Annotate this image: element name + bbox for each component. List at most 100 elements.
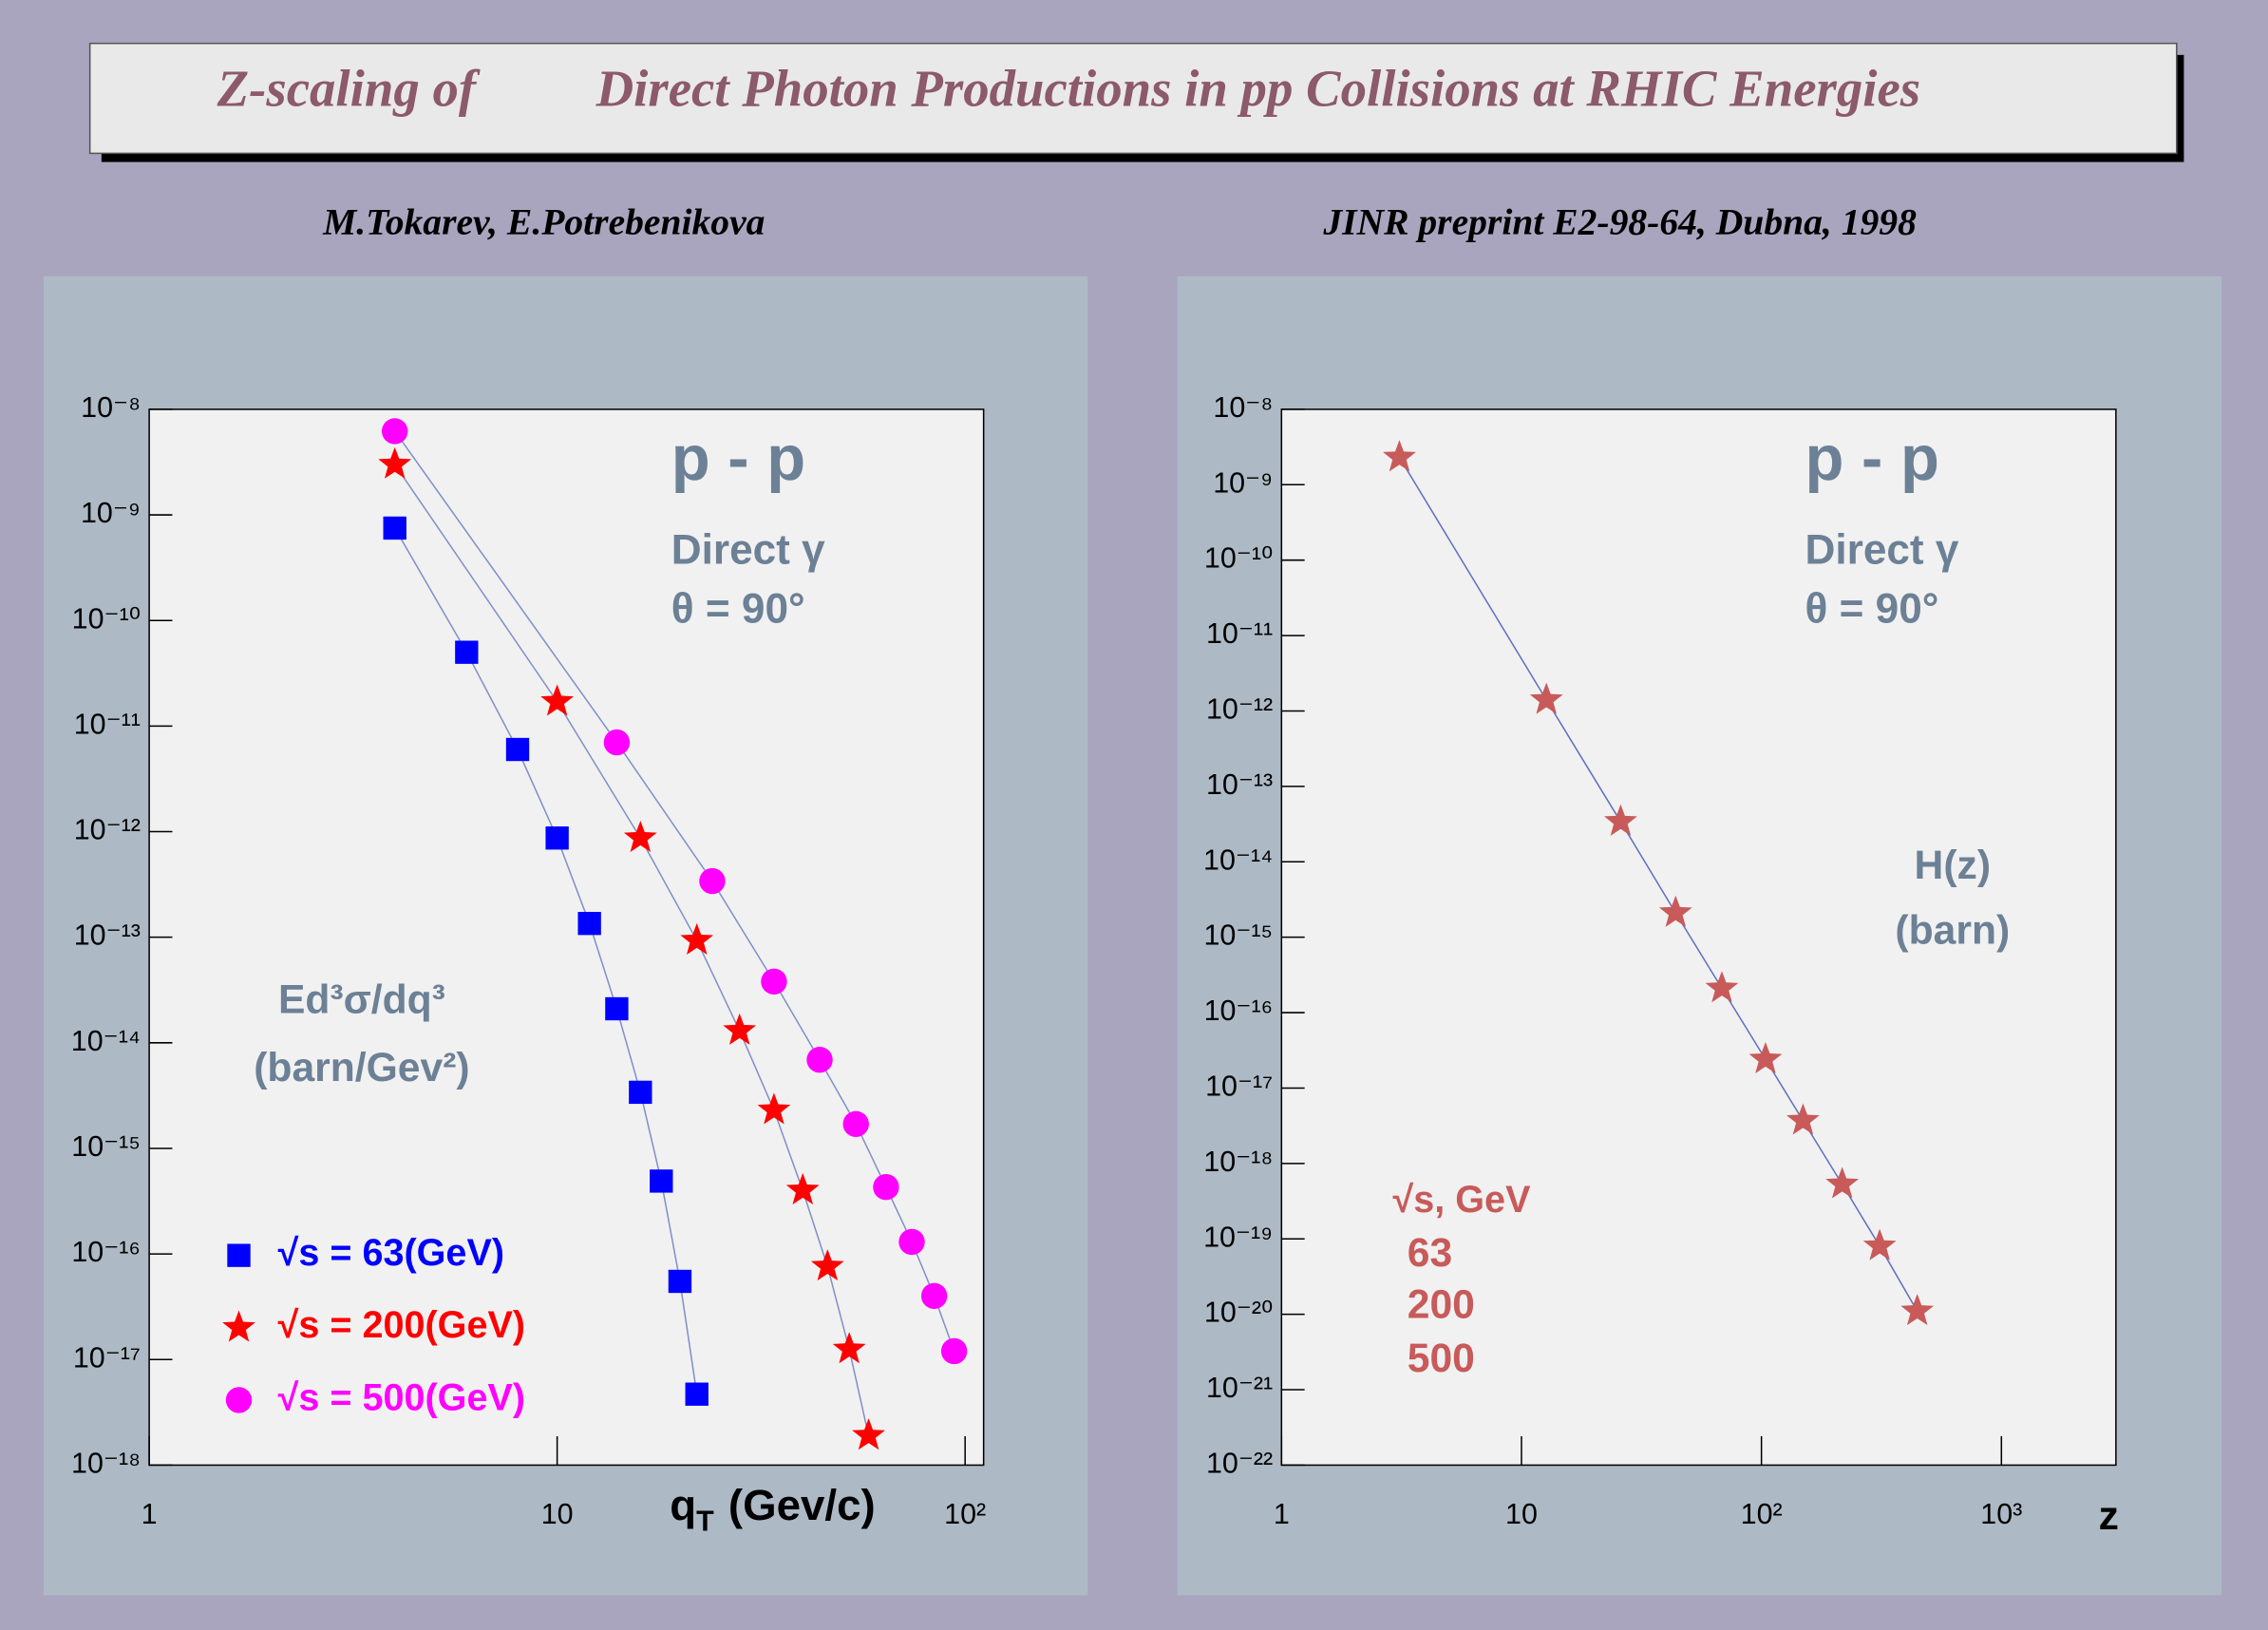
x-axis-label: z [2099,1493,2119,1539]
marker [920,1282,948,1310]
legend-label: √s = 500(GeV) [278,1376,525,1418]
annotation: Direct γ [671,526,825,573]
marker [785,1172,820,1204]
marker [940,1337,968,1365]
y-tick-label: 10⁻¹⁴ [71,1025,141,1057]
y-axis-label: (barn) [1895,907,2010,953]
marker [832,1332,866,1364]
y-tick-label: 10⁻¹¹ [1206,617,1273,650]
y-tick-label: 10⁻¹⁹ [1203,1221,1273,1253]
annotation: p - p [1805,423,1938,494]
marker [723,1013,757,1045]
legend-item: 63 [1408,1230,1452,1276]
x-tick-label: 10³ [1980,1498,2022,1530]
marker [540,684,575,716]
x-tick-label: 1 [142,1498,158,1530]
series-line [394,464,870,1436]
marker [1529,682,1563,714]
y-tick-label: 10⁻⁸ [81,391,141,424]
marker [806,1047,833,1073]
marker [680,922,714,955]
marker [1604,804,1637,836]
reference: JINR preprint E2-98-64, Dubna, 1998 [1322,201,1917,243]
x-tick-label: 10² [944,1498,986,1530]
y-tick-label: 10⁻¹⁷ [1205,1070,1273,1102]
x-label-symbol: q [670,1481,696,1529]
x-tick-label: 10 [541,1498,574,1530]
marker [852,1418,885,1450]
marker [873,1174,899,1201]
marker [757,1092,791,1125]
y-tick-label: 10⁻²² [1206,1447,1273,1479]
marker [605,996,629,1021]
y-tick-label: 10⁻¹² [1206,693,1273,726]
marker [383,516,406,540]
marker [1705,971,1739,1003]
series-line [394,430,955,1352]
y-tick-label: 10⁻¹³ [1206,768,1273,801]
legend-label: √s = 63(GeV) [278,1232,504,1274]
marker [699,867,726,895]
marker [1862,1228,1897,1260]
marker [668,1269,692,1294]
marker [629,1080,652,1105]
marker [378,446,412,479]
marker [810,1249,844,1281]
y-tick-label: 10⁻²¹ [1206,1372,1273,1404]
y-tick-label: 10⁻¹⁸ [1203,1146,1273,1178]
marker [603,729,631,756]
title-box [88,42,2178,155]
y-tick-label: 10⁻¹¹ [74,708,141,740]
x-tick-label: 1 [1274,1498,1290,1530]
annotation: p - p [671,423,805,494]
marker [1658,895,1692,927]
y-tick-label: 10⁻¹² [74,814,141,846]
authors: M.Tokarev, E.Potrebenikova [322,201,765,243]
x-tick-label: 10 [1505,1498,1538,1530]
plot-area [148,408,985,1467]
marker [577,911,601,936]
y-axis-label: H(z) [1915,843,1991,888]
marker [898,1228,925,1256]
x-label-subscript: T [696,1505,714,1537]
plot-area [1280,408,2117,1467]
marker [1383,440,1416,472]
legend-marker [227,1243,251,1267]
marker [455,640,479,664]
y-tick-label: 10⁻⁹ [81,497,141,529]
marker [1900,1294,1935,1326]
x-tick-label: 10² [1741,1498,1783,1530]
marker [685,1382,709,1406]
legend-item: 500 [1408,1336,1475,1381]
marker [1748,1041,1783,1074]
annotation: Direct γ [1805,526,1958,573]
y-tick-label: 10⁻²⁰ [1204,1297,1273,1329]
marker [545,826,569,850]
y-axis-label: Ed³σ/dq³ [278,976,445,1022]
y-tick-label: 10⁻¹⁴ [1203,843,1273,876]
y-tick-label: 10⁻¹⁵ [71,1130,141,1163]
legend-marker [225,1387,253,1413]
series-line [1398,457,1918,1312]
marker [623,820,657,853]
series-line [394,527,698,1394]
marker [761,968,787,995]
title-part: Direct Photon Productions in pp Collisio… [595,60,1921,118]
legend-marker [222,1310,255,1342]
marker [842,1110,869,1138]
y-tick-label: 10⁻¹⁶ [71,1236,141,1268]
y-tick-label: 10⁻¹⁵ [1203,919,1273,952]
legend-item: 200 [1408,1282,1475,1328]
marker [650,1169,673,1193]
annotation: θ = 90° [671,586,805,633]
y-tick-label: 10⁻¹⁰ [1204,542,1273,575]
x-label-unit: (Gev/c) [728,1481,876,1529]
y-tick-label: 10⁻¹⁶ [1204,995,1274,1027]
marker [505,737,530,762]
y-tick-label: 10⁻¹⁸ [71,1447,141,1479]
annotation: θ = 90° [1805,586,1938,633]
x-axis-label: qT (Gev/c) [670,1481,875,1537]
y-tick-label: 10⁻⁸ [1213,391,1273,424]
legend-title: √s, GeV [1393,1179,1532,1221]
